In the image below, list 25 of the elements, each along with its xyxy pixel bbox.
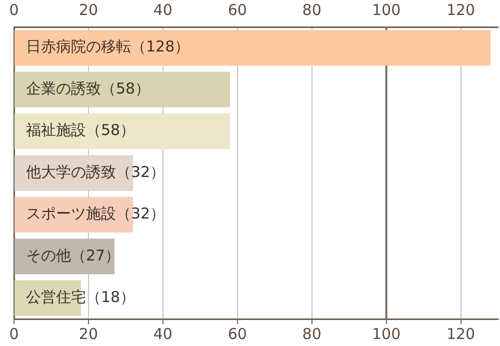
x2-tick-label: 60 <box>228 0 247 19</box>
x2-tick-label: 20 <box>78 0 98 19</box>
bar <box>14 238 115 274</box>
y-tick-label: 日赤病院の移転（128） <box>26 38 190 56</box>
bar <box>14 113 230 150</box>
x-tick-label: 100 <box>372 324 401 343</box>
bar <box>14 72 230 108</box>
y-tick-label: その他（27） <box>26 246 120 264</box>
x2-tick-label: 40 <box>153 0 172 19</box>
y-tick-label: 公営住宅（18） <box>26 288 136 306</box>
x2-tick-label: 120 <box>446 0 476 19</box>
y-tick-label: スポーツ施設（32） <box>26 204 166 223</box>
x2-tick-label: 0 <box>9 0 19 19</box>
x-tick-label: 80 <box>302 324 322 343</box>
y-tick-label: 他大学の誘致（32） <box>26 162 166 181</box>
x-tick-label: 60 <box>228 324 247 343</box>
x-tick-label: 20 <box>78 324 98 343</box>
x2-tick-label: 80 <box>302 0 322 19</box>
x-tick-label: 40 <box>153 324 172 343</box>
y-tick-label: 企業の誘致（58） <box>26 79 150 98</box>
y-tick-label: 福祉施設（58） <box>26 121 136 140</box>
x-tick-label: 120 <box>446 324 476 343</box>
x2-tick-label: 100 <box>372 0 401 19</box>
x-tick-label: 0 <box>9 324 19 343</box>
bar <box>14 30 491 66</box>
